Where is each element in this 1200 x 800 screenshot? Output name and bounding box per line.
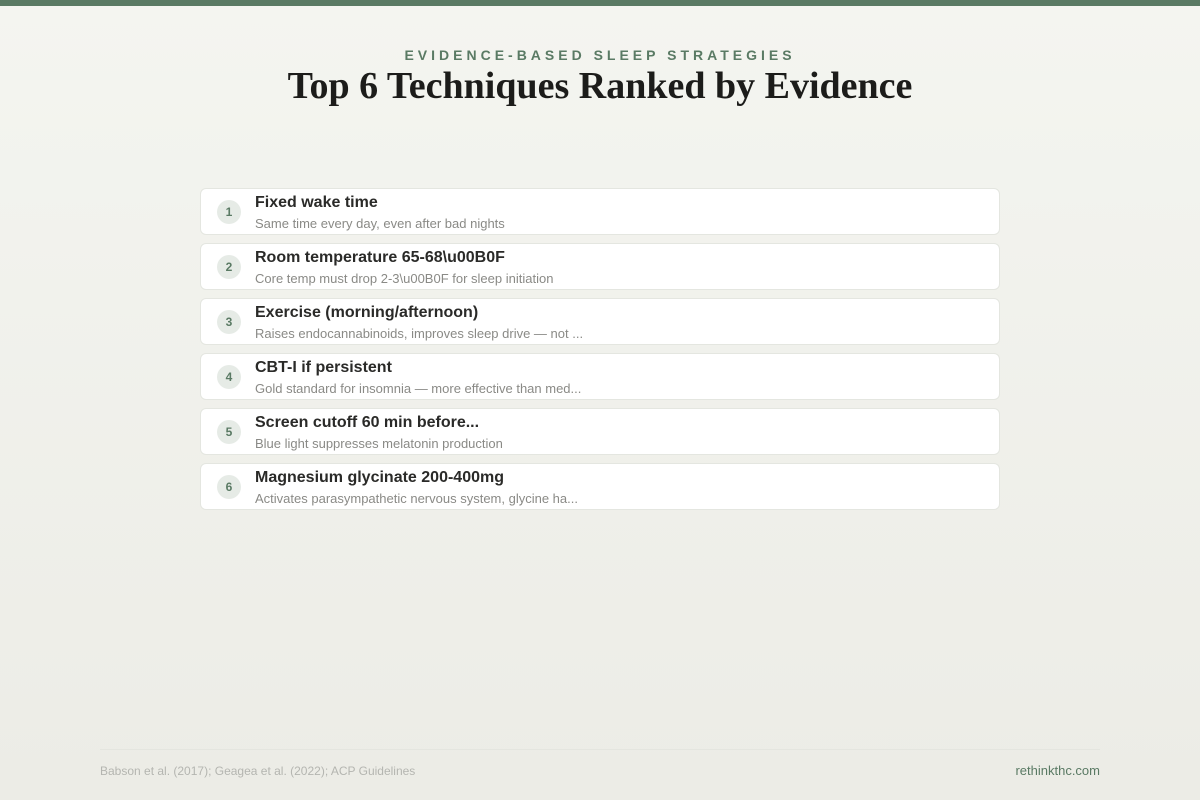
item-title: Screen cutoff 60 min before... <box>255 414 480 431</box>
technique-list: 1 Fixed wake time Same time every day, e… <box>200 188 1000 518</box>
top-accent-bar <box>0 0 1200 6</box>
rank-badge: 4 <box>217 365 241 389</box>
list-item: 1 Fixed wake time Same time every day, e… <box>200 188 1000 235</box>
item-title: CBT-I if persistent <box>255 359 392 376</box>
item-title: Magnesium glycinate 200-400mg <box>255 469 504 486</box>
item-title: Fixed wake time <box>255 194 378 211</box>
item-title: Exercise (morning/afternoon) <box>255 304 479 321</box>
item-description: Raises endocannabinoids, improves sleep … <box>255 326 584 341</box>
footer-site-link[interactable]: rethinkthc.com <box>1015 763 1100 778</box>
rank-badge: 1 <box>217 200 241 224</box>
list-item: 5 Screen cutoff 60 min before... Blue li… <box>200 408 1000 455</box>
item-description: Blue light suppresses melatonin producti… <box>255 436 503 451</box>
item-description: Core temp must drop 2-3\u00B0F for sleep… <box>255 271 554 286</box>
footer-divider <box>100 749 1100 750</box>
item-description: Activates parasympathetic nervous system… <box>255 491 578 506</box>
eyebrow-label: EVIDENCE-BASED SLEEP STRATEGIES <box>404 47 796 63</box>
list-item: 3 Exercise (morning/afternoon) Raises en… <box>200 298 1000 345</box>
list-item: 2 Room temperature 65-68\u00B0F Core tem… <box>200 243 1000 290</box>
page-title: Top 6 Techniques Ranked by Evidence <box>287 65 913 107</box>
list-item: 4 CBT-I if persistent Gold standard for … <box>200 353 1000 400</box>
list-item: 6 Magnesium glycinate 200-400mg Activate… <box>200 463 1000 510</box>
rank-badge: 5 <box>217 420 241 444</box>
rank-badge: 6 <box>217 475 241 499</box>
footer-sources: Babson et al. (2017); Geagea et al. (202… <box>100 764 416 778</box>
rank-badge: 3 <box>217 310 241 334</box>
item-title: Room temperature 65-68\u00B0F <box>255 249 505 266</box>
item-description: Gold standard for insomnia — more effect… <box>255 381 582 396</box>
item-description: Same time every day, even after bad nigh… <box>255 216 505 231</box>
rank-badge: 2 <box>217 255 241 279</box>
